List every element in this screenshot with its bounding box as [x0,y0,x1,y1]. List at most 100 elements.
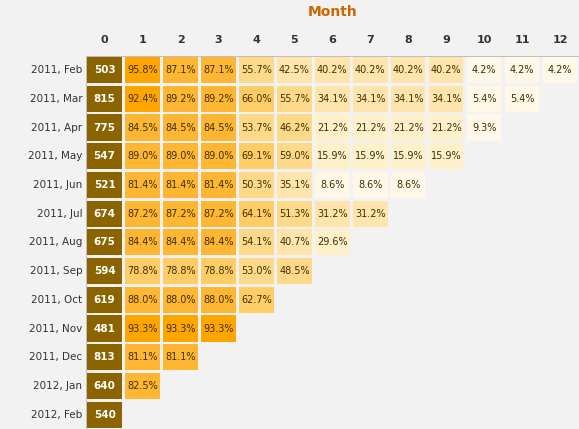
Bar [87,258,122,284]
Text: 89.0%: 89.0% [203,151,234,161]
Text: 87.1%: 87.1% [203,65,234,75]
Text: 2011, Nov: 2011, Nov [29,323,82,333]
Text: 89.0%: 89.0% [166,151,196,161]
Text: 93.3%: 93.3% [127,323,158,333]
Bar [353,57,387,83]
Bar [353,86,387,112]
Bar [201,230,236,255]
Text: 8.6%: 8.6% [396,180,420,190]
Bar [391,115,426,141]
Bar [505,86,539,112]
Bar [315,57,350,83]
Bar [201,172,236,198]
Bar [353,172,387,198]
Bar [163,86,198,112]
Bar [353,143,387,169]
Text: 619: 619 [94,295,115,305]
Text: 29.6%: 29.6% [317,237,347,248]
Text: 4: 4 [252,35,261,45]
Text: 503: 503 [94,65,116,75]
Bar [277,86,312,112]
Text: 88.0%: 88.0% [203,295,234,305]
Text: 78.8%: 78.8% [203,266,234,276]
Bar [467,115,501,141]
Text: 78.8%: 78.8% [165,266,196,276]
Text: 95.8%: 95.8% [127,65,158,75]
Bar [126,115,160,141]
Text: 15.9%: 15.9% [355,151,386,161]
Bar [429,57,463,83]
Text: 675: 675 [94,237,116,248]
Text: 50.3%: 50.3% [241,180,272,190]
Bar [391,86,426,112]
Text: 81.4%: 81.4% [203,180,234,190]
Bar [87,143,122,169]
Text: 88.0%: 88.0% [127,295,158,305]
Bar [87,344,122,370]
Bar [353,201,387,227]
Text: 62.7%: 62.7% [241,295,272,305]
Text: 3: 3 [215,35,222,45]
Text: 31.2%: 31.2% [355,208,386,219]
Bar [201,143,236,169]
Text: 81.4%: 81.4% [127,180,158,190]
Text: 42.5%: 42.5% [279,65,310,75]
Text: 48.5%: 48.5% [279,266,310,276]
Bar [163,315,198,341]
Bar [126,287,160,313]
Bar [277,143,312,169]
Bar [126,344,160,370]
Text: 12: 12 [552,35,568,45]
Text: 87.2%: 87.2% [165,208,196,219]
Text: 92.4%: 92.4% [127,94,158,104]
Bar [87,86,122,112]
Bar [163,57,198,83]
Bar [277,115,312,141]
Text: 9: 9 [442,35,450,45]
Text: 34.1%: 34.1% [431,94,461,104]
Bar [163,143,198,169]
Text: 815: 815 [94,94,116,104]
Text: 53.7%: 53.7% [241,123,272,133]
Text: 66.0%: 66.0% [241,94,272,104]
Bar [505,57,539,83]
Text: 88.0%: 88.0% [166,295,196,305]
Text: 2: 2 [177,35,185,45]
Text: 81.1%: 81.1% [127,352,158,362]
Bar [429,143,463,169]
Bar [239,86,274,112]
Text: 84.5%: 84.5% [165,123,196,133]
Bar [315,115,350,141]
Text: 84.5%: 84.5% [127,123,158,133]
Bar [87,402,122,428]
Text: 2011, Aug: 2011, Aug [29,237,82,248]
Text: 34.1%: 34.1% [355,94,386,104]
Text: 64.1%: 64.1% [241,208,272,219]
Text: 9.3%: 9.3% [472,123,496,133]
Text: 5.4%: 5.4% [472,94,496,104]
Bar [277,172,312,198]
Bar [315,86,350,112]
Bar [163,172,198,198]
Bar [239,230,274,255]
Text: 7: 7 [367,35,374,45]
Text: 8.6%: 8.6% [320,180,345,190]
Bar [467,86,501,112]
Bar [126,201,160,227]
Bar [353,115,387,141]
Bar [163,344,198,370]
Text: 2011, Apr: 2011, Apr [31,123,82,133]
Bar [163,115,198,141]
Bar [315,143,350,169]
Text: 2011, Sep: 2011, Sep [30,266,82,276]
Text: 2011, Mar: 2011, Mar [30,94,82,104]
Bar [87,172,122,198]
Text: Month: Month [307,5,357,19]
Text: 93.3%: 93.3% [166,323,196,333]
Bar [391,57,426,83]
Text: 21.2%: 21.2% [431,123,461,133]
Bar [87,201,122,227]
Text: 21.2%: 21.2% [393,123,424,133]
Text: 5: 5 [291,35,298,45]
Bar [126,373,160,399]
